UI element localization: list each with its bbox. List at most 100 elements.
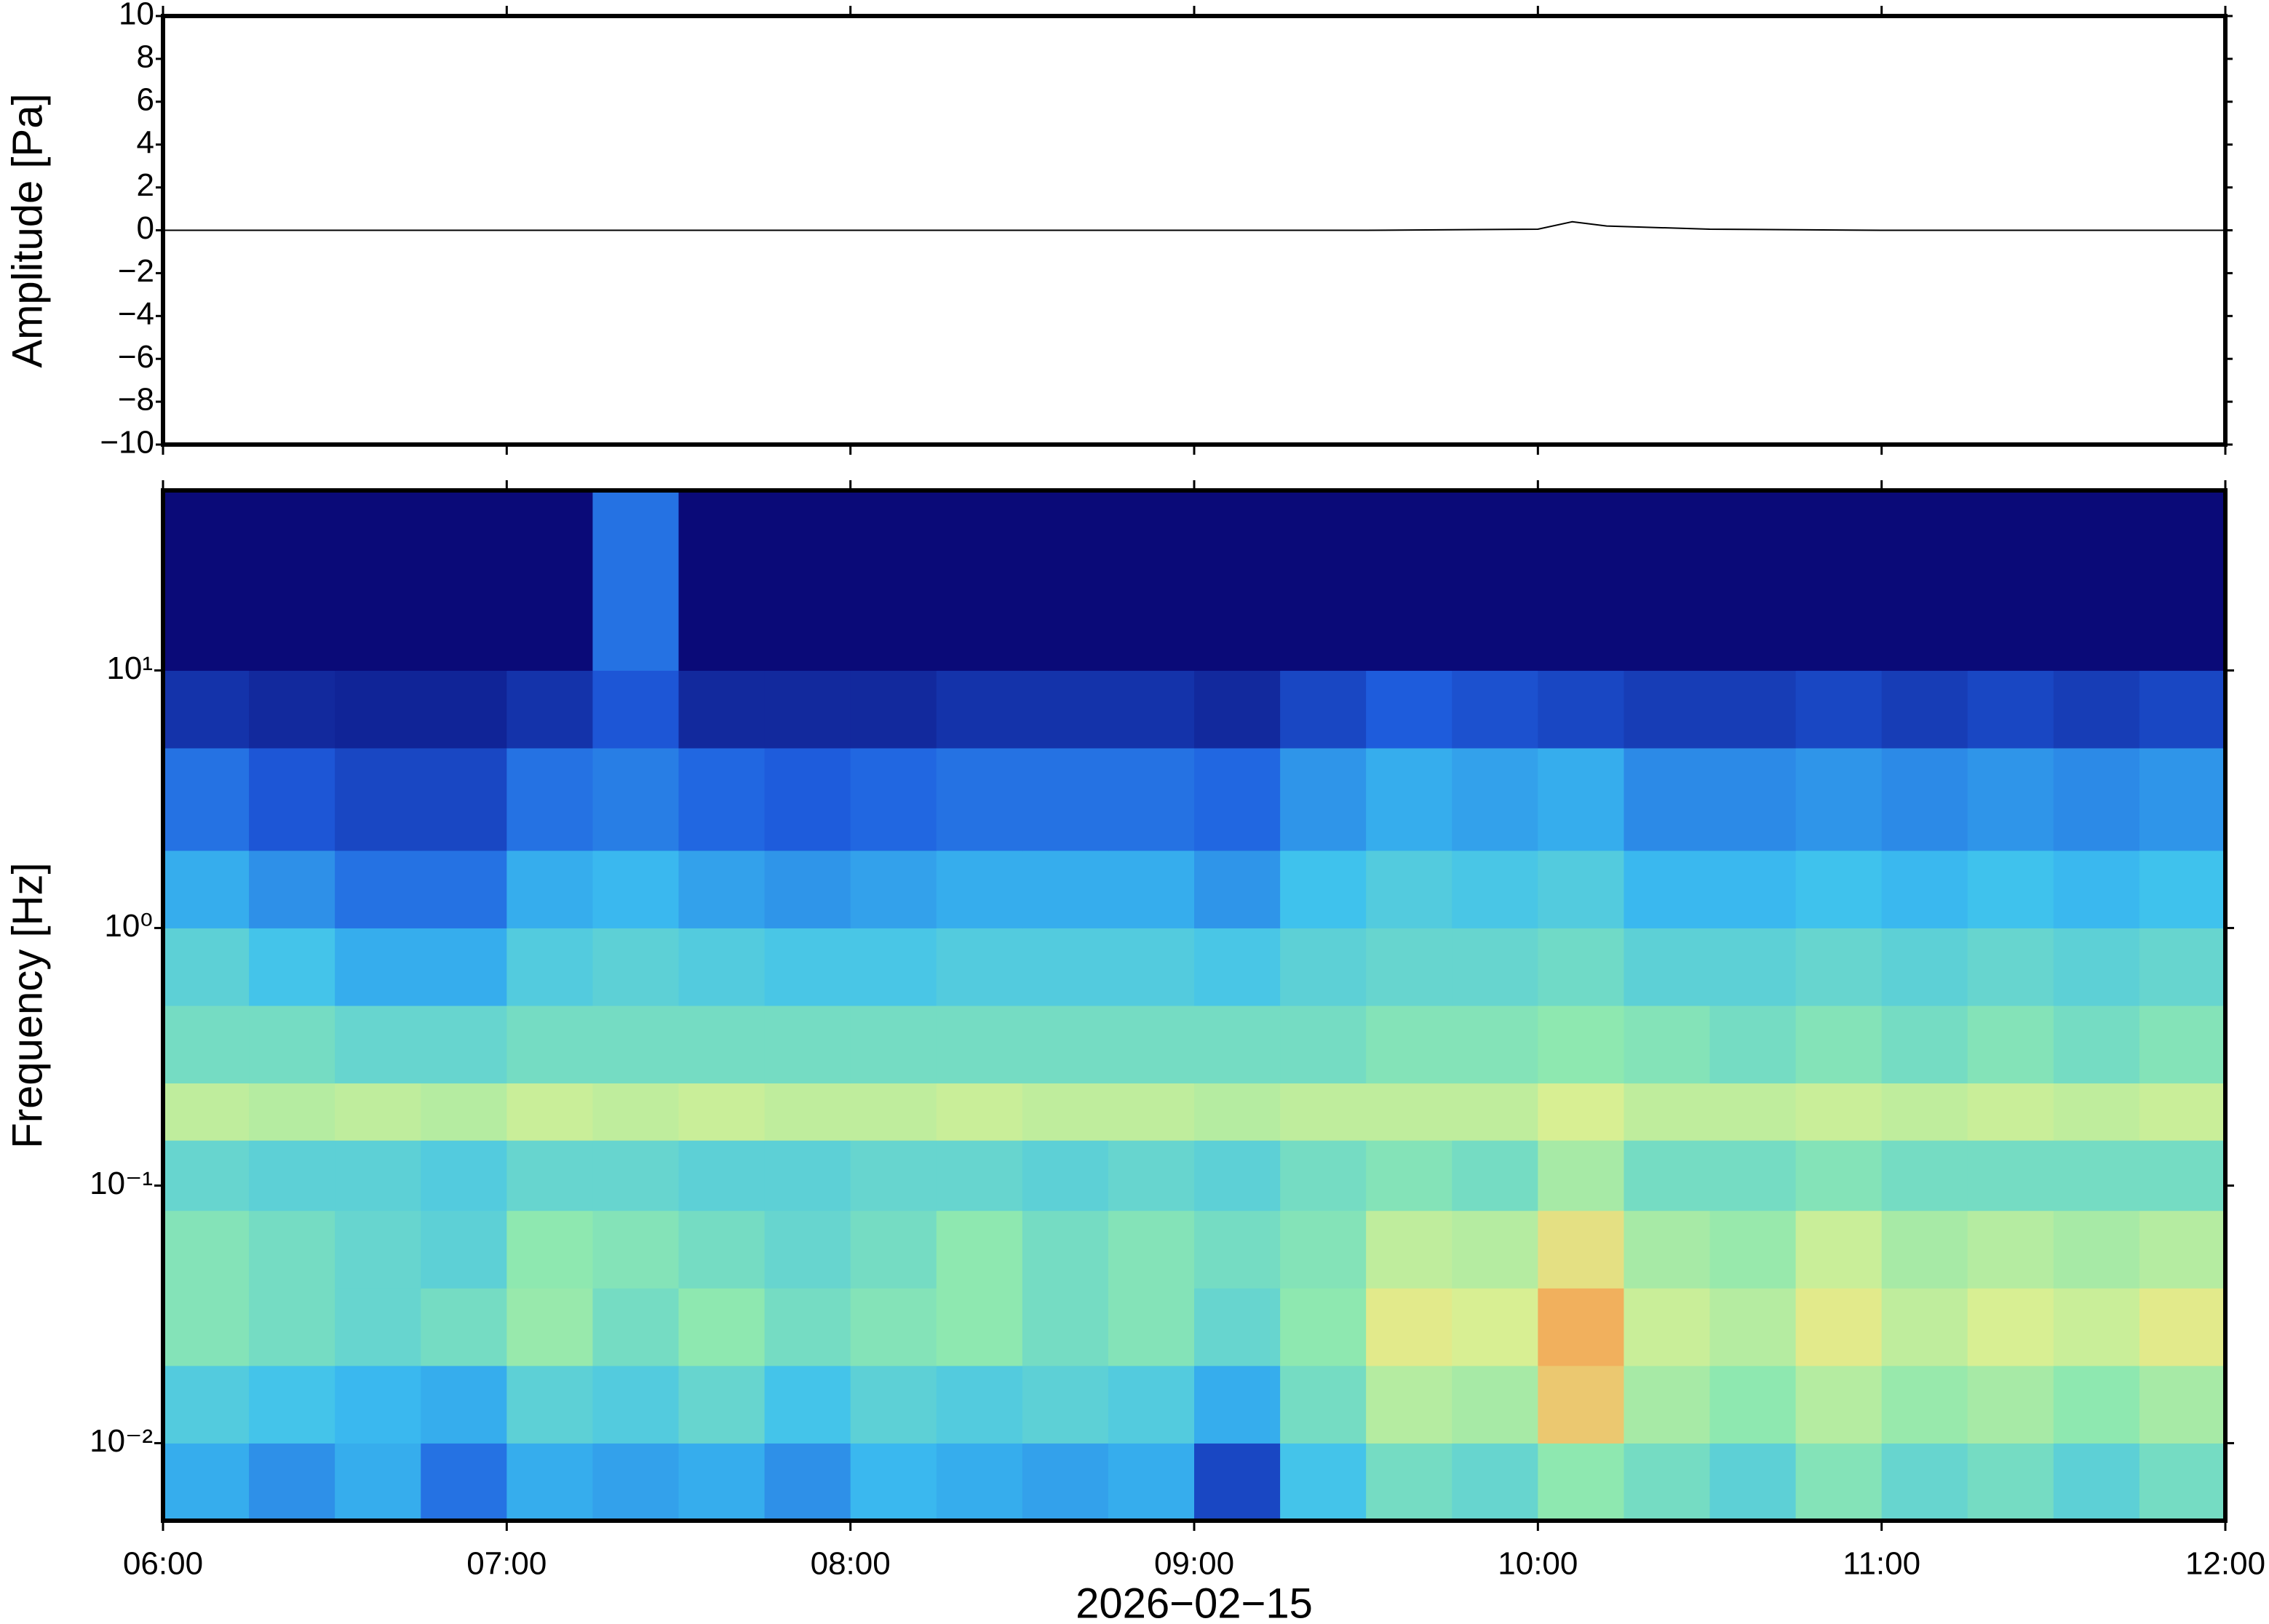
spectrogram-cell [1709,1288,1797,1366]
spectrogram-cell [936,490,1023,671]
spectrogram-cell [850,1140,937,1211]
spectrogram-cell [1022,928,1109,1006]
spectrogram-cell [506,1288,593,1366]
y-tick-label: 10¹ [106,650,153,686]
spectrogram-cell [764,1365,851,1444]
spectrogram-cell [1280,670,1367,749]
spectrogram-cell [1538,1210,1624,1289]
spectrogram-cell [163,748,250,851]
spectrogram-cell [936,1443,1023,1521]
spectrogram-cell [1538,1443,1624,1521]
x-tick-label: 08:00 [811,1546,891,1582]
spectrogram-cell [506,748,593,851]
plot-frame [161,488,2228,1523]
spectrogram-cell [1366,1365,1453,1444]
spectrogram-cell [163,1006,250,1084]
spectrogram-cell [2053,490,2140,671]
spectrogram-cell [1108,850,1195,928]
spectrogram-cell [592,490,679,671]
spectrogram-cell [506,1140,593,1211]
spectrogram-cell [1022,670,1109,749]
spectrogram-cell [249,670,335,749]
spectrogram-cell [2139,850,2226,928]
spectrogram-cell [1967,1006,2054,1084]
spectrogram-cell [1280,490,1367,671]
spectrogram-cell [1624,670,1710,749]
spectrogram-cell [1709,1006,1797,1084]
spectrogram-cell [421,1365,507,1444]
spectrogram-cell [1108,670,1195,749]
spectrogram-cell [764,1210,851,1289]
spectrogram-cell [506,670,593,749]
spectrogram-cell [1795,850,1883,928]
spectrogram-cell [764,670,851,749]
spectrogram-cell [249,850,335,928]
spectrogram-cell [421,1288,507,1366]
spectrogram-cell [850,1365,937,1444]
spectrogram-cell [1624,1288,1710,1366]
spectrogram-cell [764,1443,851,1521]
spectrogram-cell [2053,1210,2140,1289]
spectrogram-cell [1366,850,1453,928]
spectrogram-cell [1709,1210,1797,1289]
spectrogram-cell [764,748,851,851]
spectrogram-cell [1709,1365,1797,1444]
spectrogram-cell [592,1443,679,1521]
spectrogram-cell [1967,1365,2054,1444]
spectrogram-cell [592,1288,679,1366]
spectrogram-cell [1452,928,1538,1006]
spectrogram-cell [335,490,421,671]
spectrogram-cell [936,748,1023,851]
spectrogram-cell [1538,1140,1624,1211]
spectrogram-cell [1280,1006,1367,1084]
spectrogram-cell [1624,748,1710,851]
spectrogram-cell [764,1083,851,1141]
spectrogram-cell [2053,1365,2140,1444]
spectrogram-cell [1022,748,1109,851]
spectrogram-cell [249,1210,335,1289]
spectrogram-cell [506,1443,593,1521]
amplitude-line [163,220,2225,231]
spectrogram-cell [1795,928,1883,1006]
y-tick-label: 8 [137,39,154,75]
spectrogram-cell [1280,748,1367,851]
spectrogram-cell [1280,1210,1367,1289]
spectrogram-cell [1280,928,1367,1006]
spectrogram-cell [1709,1443,1797,1521]
spectrogram-cell [1108,1443,1195,1521]
spectrogram-cell [592,928,679,1006]
spectrogram-cell [1795,1210,1883,1289]
spectrogram-cell [1108,490,1195,671]
x-tick-label: 09:00 [1154,1546,1234,1582]
spectrogram-cell [1881,670,1968,749]
spectrogram-cell [1108,1006,1195,1084]
spectrogram-cell [1795,1140,1883,1211]
spectrogram-cell [2139,1083,2226,1141]
spectrogram-cell [1452,1365,1538,1444]
spectrogram-cell [1967,1210,2054,1289]
spectrogram-cell [163,1288,250,1366]
spectrogram-cell [1366,1210,1453,1289]
y-tick-label: 10⁻² [90,1423,153,1459]
spectrogram-cell [335,1443,421,1521]
y-tick-label: 10⁻¹ [90,1166,153,1201]
spectrogram-cell [249,748,335,851]
spectrogram-cell [1022,1443,1109,1521]
spectrogram-cell [1022,1140,1109,1211]
spectrogram-cell [1624,1443,1710,1521]
spectrogram-cell [1538,1288,1624,1366]
y-tick-label: 2 [137,167,154,203]
spectrogram-cell [1881,490,1968,671]
spectrogram-cell [1624,490,1710,671]
spectrogram-cell [1022,490,1109,671]
spectrogram-cell [678,1083,766,1141]
spectrogram-cell [1022,850,1109,928]
spectrogram-cell [678,1006,766,1084]
spectrogram-cell [1366,1083,1453,1141]
spectrogram-cell [1538,490,1624,671]
spectrogram-cell [163,1140,250,1211]
spectrogram-cell [1452,1288,1538,1366]
spectrogram-cell [1452,1443,1538,1521]
spectrogram-cell [249,1443,335,1521]
spectrogram-cell [678,928,766,1006]
